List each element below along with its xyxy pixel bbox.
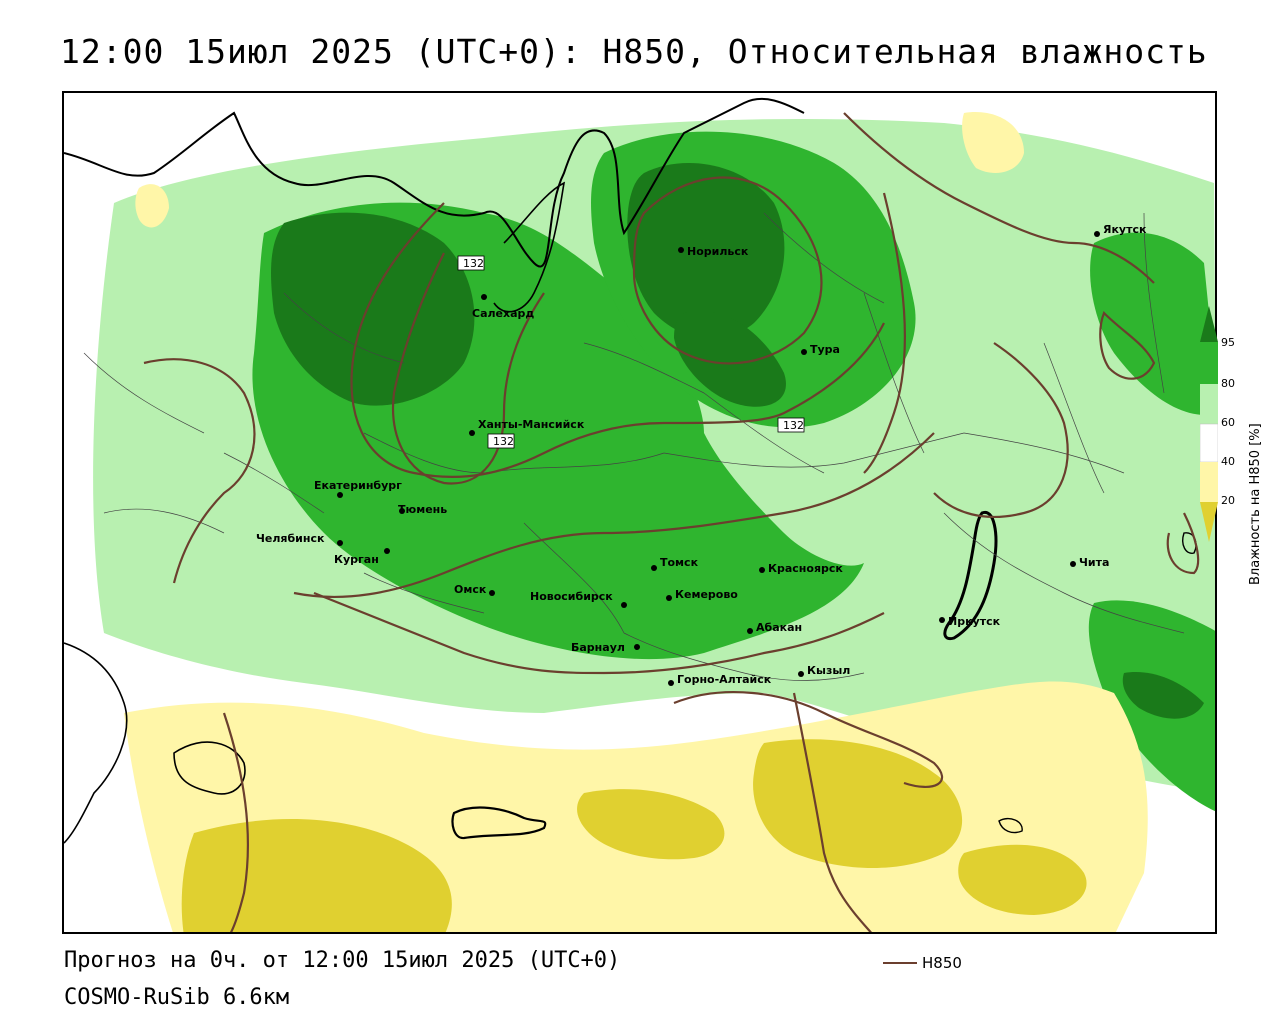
humidity-below-20-sw	[181, 819, 452, 932]
city-ekaterinburg: Екатеринбург	[314, 479, 402, 498]
arctic-coastline	[64, 97, 805, 268]
svg-text:Барнаул: Барнаул	[571, 641, 625, 654]
isoline-h850-8	[863, 192, 906, 474]
svg-text:Чита: Чита	[1079, 556, 1109, 569]
colorbar-tick-20: 20	[1221, 494, 1235, 507]
humidity-above-95-north	[627, 163, 785, 340]
colorbar-20-40	[1200, 462, 1218, 502]
city-abakan: Абакан	[747, 621, 802, 634]
isoline-h850-13	[1099, 311, 1156, 380]
svg-text:Иркутск: Иркутск	[948, 615, 1001, 628]
model-text: COSMO-RuSib 6.6км	[64, 985, 290, 1010]
isoline-label-1: 132	[457, 255, 485, 271]
colorbar-tick-95: 95	[1221, 336, 1235, 349]
city-tomsk: Томск	[651, 556, 699, 571]
city-gorno-altaysk: Горно-Алтайск	[668, 673, 772, 686]
isoline-h850-1	[350, 202, 885, 479]
lake-balkhash	[451, 806, 547, 840]
isoline-label-2: 132	[487, 433, 515, 449]
city-salekhard: Салехард	[472, 294, 534, 320]
city-kyzyl: Кызыл	[798, 664, 850, 677]
colorbar-title: Влажность на H850 [%]	[1248, 423, 1263, 585]
svg-text:Кемерово: Кемерово	[675, 588, 738, 601]
colorbar-below-20	[1200, 502, 1218, 542]
map-frame[interactable]: 132 132 132 Якутск Норильск Салехард Тур…	[62, 91, 1217, 934]
svg-text:132: 132	[493, 435, 514, 448]
svg-text:Курган: Курган	[334, 553, 379, 566]
isoline-label-3: 132	[777, 417, 805, 433]
humidity-below-20-se	[753, 739, 963, 868]
humidity-above-95-tura	[674, 311, 786, 407]
map-title: 12:00 15июл 2025 (UTC+0): H850, Относите…	[60, 32, 1208, 71]
humidity-map: 132 132 132 Якутск Норильск Салехард Тур…	[64, 97, 1215, 932]
svg-text:Кызыл: Кызыл	[807, 664, 850, 677]
lake-far-east	[1182, 532, 1197, 554]
humidity-20-40-north	[962, 112, 1024, 173]
svg-text:132: 132	[783, 419, 804, 432]
colorbar-above-95	[1200, 306, 1218, 342]
isoline-h850-6	[313, 591, 885, 675]
svg-text:Горно-Алтайск: Горно-Алтайск	[677, 673, 772, 686]
colorbar-40-60	[1200, 423, 1218, 463]
humidity-below-20-s	[577, 789, 725, 860]
legend-line-swatch	[883, 962, 917, 964]
west-coast-south	[64, 642, 128, 844]
svg-text:Екатеринбург: Екатеринбург	[314, 479, 402, 492]
colorbar-tick-80: 80	[1221, 377, 1235, 390]
legend-line-label: H850	[922, 954, 962, 972]
isoline-h850-14	[1166, 512, 1200, 575]
svg-text:Тура: Тура	[810, 343, 840, 356]
admin-borders	[83, 212, 1185, 681]
isoline-h850-7	[843, 112, 1155, 284]
isoline-h850-5	[293, 432, 935, 598]
colorbar-60-80	[1200, 384, 1218, 424]
svg-text:Салехард: Салехард	[472, 307, 534, 320]
isoline-h850-2	[392, 252, 545, 485]
city-tura: Тура	[801, 343, 840, 356]
isoline-h850-3	[632, 176, 823, 365]
humidity-above-95-west	[271, 212, 475, 406]
city-krasnoyarsk: Красноярск	[759, 562, 843, 575]
svg-text:Абакан: Абакан	[756, 621, 802, 634]
city-kurgan: Курган	[334, 548, 390, 566]
colorbar-80-95	[1200, 342, 1218, 384]
city-barnaul: Барнаул	[571, 641, 640, 654]
svg-text:Красноярск: Красноярск	[768, 562, 843, 575]
svg-text:Томск: Томск	[660, 556, 699, 569]
humidity-above-95-se	[1122, 672, 1204, 719]
svg-text:Омск: Омск	[454, 583, 487, 596]
svg-text:Якутск: Якутск	[1103, 223, 1147, 236]
isoline-h850-4	[143, 358, 256, 584]
aral-sea	[173, 741, 246, 795]
city-yakutsk: Якутск	[1094, 223, 1147, 237]
city-khanty-mansiysk: Ханты-Мансийск	[469, 418, 585, 436]
svg-text:132: 132	[463, 257, 484, 270]
forecast-text: Прогноз на 0ч. от 12:00 15июл 2025 (UTC+…	[64, 948, 621, 973]
city-irkutsk: Иркутск	[939, 615, 1001, 628]
lake-uvs	[998, 817, 1023, 834]
svg-text:Новосибирск: Новосибирск	[530, 590, 613, 603]
city-norilsk: Норильск	[678, 245, 749, 258]
humidity-colorbar	[1200, 306, 1218, 542]
city-kemerovo: Кемерово	[666, 588, 738, 601]
isoline-h850-9	[933, 342, 1069, 519]
city-novosibirsk: Новосибирск	[530, 590, 627, 608]
yamal-peninsula	[493, 181, 566, 313]
isoline-h850-11	[792, 692, 872, 932]
svg-text:Ханты-Мансийск: Ханты-Мансийск	[478, 418, 585, 431]
isoline-h850-10	[673, 690, 944, 788]
city-chita: Чита	[1070, 556, 1109, 569]
humidity-80-95-east	[1090, 232, 1215, 415]
humidity-below-20-far-se	[958, 844, 1087, 915]
city-tyumen: Тюмень	[398, 503, 447, 516]
isoline-h850-12	[222, 712, 250, 932]
svg-text:Тюмень: Тюмень	[398, 503, 447, 516]
svg-text:Норильск: Норильск	[687, 245, 749, 258]
city-omsk: Омск	[454, 583, 495, 596]
city-chelyabinsk: Челябинск	[256, 532, 343, 546]
humidity-20-40-nw	[135, 184, 169, 228]
colorbar-tick-40: 40	[1221, 455, 1235, 468]
colorbar-tick-60: 60	[1221, 416, 1235, 429]
svg-text:Челябинск: Челябинск	[256, 532, 325, 545]
